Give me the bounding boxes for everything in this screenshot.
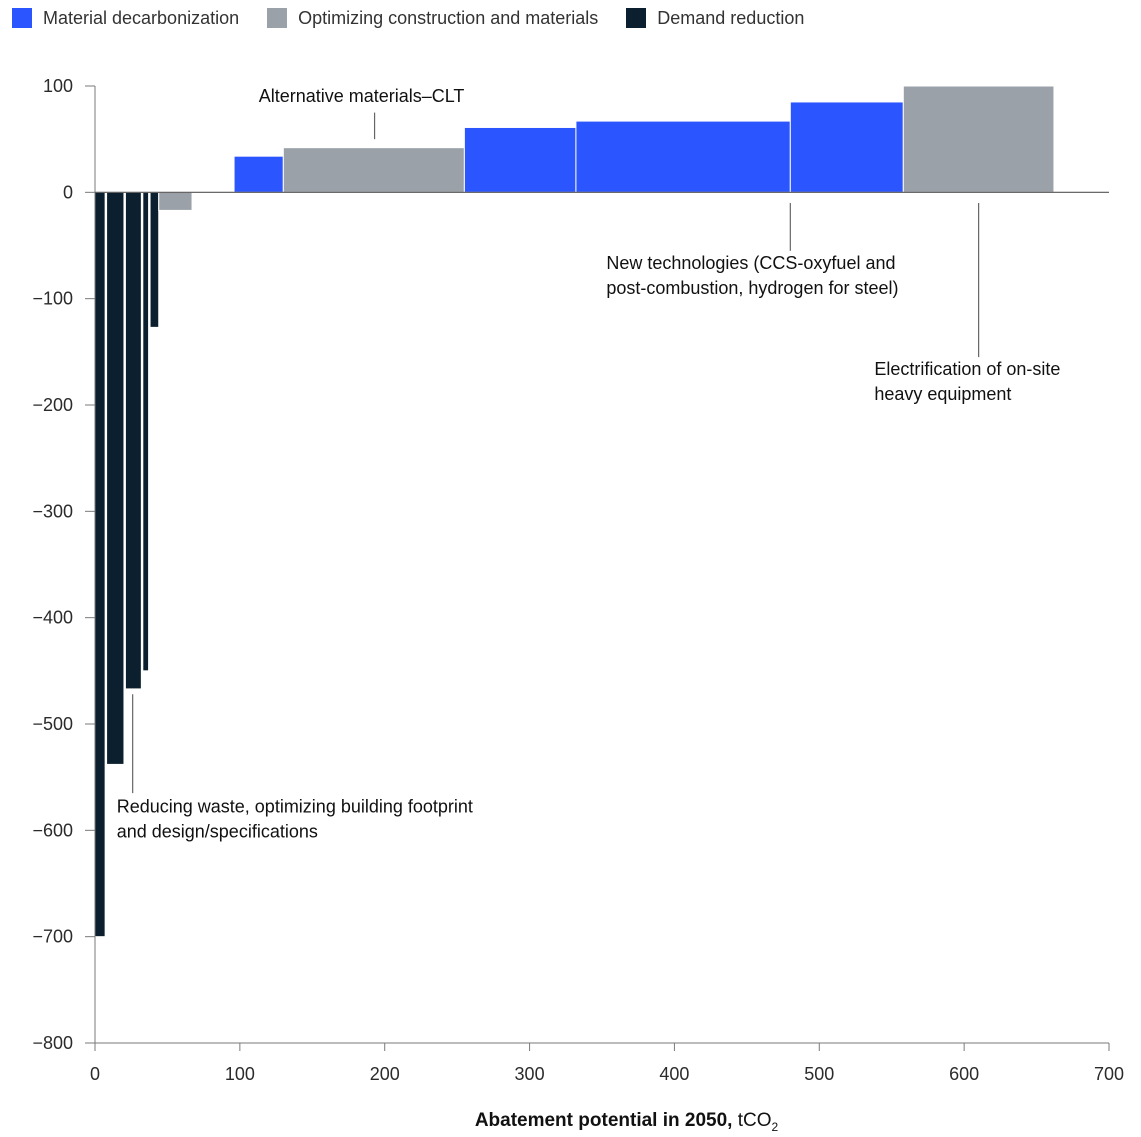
annotation-text-3: Electrification of on-site: [874, 359, 1060, 379]
legend-item-material-decarbonization: Material decarbonization: [12, 8, 239, 29]
bar-11: [789, 101, 904, 193]
x-tick-label: 100: [225, 1064, 255, 1084]
y-tick-label: −100: [32, 289, 73, 309]
bar-4: [142, 191, 150, 672]
bar-6: [158, 191, 193, 211]
legend: Material decarbonization Optimizing cons…: [12, 6, 832, 30]
chart: 100 0 −100 −200 −300 −400 −500 −600 −700 −800 0 100…: [32, 76, 1124, 1084]
y-tick-label: −400: [32, 608, 73, 628]
annotation-text-2: New technologies (CCS-oxyfuel and: [606, 253, 895, 273]
annotation-text-3: heavy equipment: [874, 384, 1011, 404]
axes-group: 100 0 −100 −200 −300 −400 −500 −600 −700 −800 0 100…: [32, 76, 1124, 1084]
legend-swatch-material-decarbonization: [12, 8, 32, 28]
x-tick-label: 500: [804, 1064, 834, 1084]
x-tick-label: 200: [370, 1064, 400, 1084]
legend-label: Optimizing construction and materials: [298, 7, 599, 28]
legend-swatch-demand-reduction: [626, 8, 647, 28]
annotation-text-4: and design/specifications: [117, 821, 318, 841]
y-tick-label: −800: [32, 1033, 73, 1053]
annotations-group: Alternative materials–CLT New technologie…: [117, 86, 1061, 841]
x-axis-title-unit-sub: 2: [771, 1119, 779, 1134]
bar-2: [106, 191, 125, 765]
bar-3: [124, 191, 142, 690]
bar-10: [575, 120, 791, 193]
bar-9: [463, 126, 577, 193]
bar-1: [94, 191, 106, 938]
x-axis-title: Abatement potential in 2050, tCO2: [0, 1110, 1141, 1134]
y-tick-label: 100: [43, 76, 73, 96]
x-axis-title-unit: tCO: [737, 1110, 772, 1131]
x-tick-label: 300: [515, 1064, 545, 1084]
annotation-text-4: Reducing waste, optimizing building foot…: [117, 796, 473, 816]
y-tick-label: −500: [32, 714, 73, 734]
y-tick-label: −700: [32, 927, 73, 947]
annotation-text-2: post-combustion, hydrogen for steel): [606, 278, 898, 298]
legend-swatch-optimizing: [267, 8, 288, 28]
x-tick-label: 700: [1094, 1064, 1124, 1084]
x-axis-title-main: Abatement potential in 2050,: [474, 1110, 733, 1131]
bar-12: [902, 85, 1055, 193]
y-tick-label: −600: [32, 820, 73, 840]
y-tick-label: −200: [32, 395, 73, 415]
annotation-text-1: Alternative materials–CLT: [259, 86, 465, 106]
bar-7: [233, 155, 284, 193]
y-tick-label: 0: [63, 182, 73, 202]
y-tick-label: −300: [32, 501, 73, 521]
x-tick-label: 0: [90, 1064, 100, 1084]
legend-label: Material decarbonization: [43, 7, 240, 28]
legend-item-optimizing: Optimizing construction and materials: [267, 8, 598, 29]
x-tick-label: 600: [949, 1064, 979, 1084]
bar-5: [149, 191, 160, 328]
x-tick-label: 400: [659, 1064, 689, 1084]
legend-label: Demand reduction: [657, 7, 805, 28]
legend-item-demand-reduction: Demand reduction: [626, 8, 804, 29]
bar-8: [282, 147, 465, 193]
